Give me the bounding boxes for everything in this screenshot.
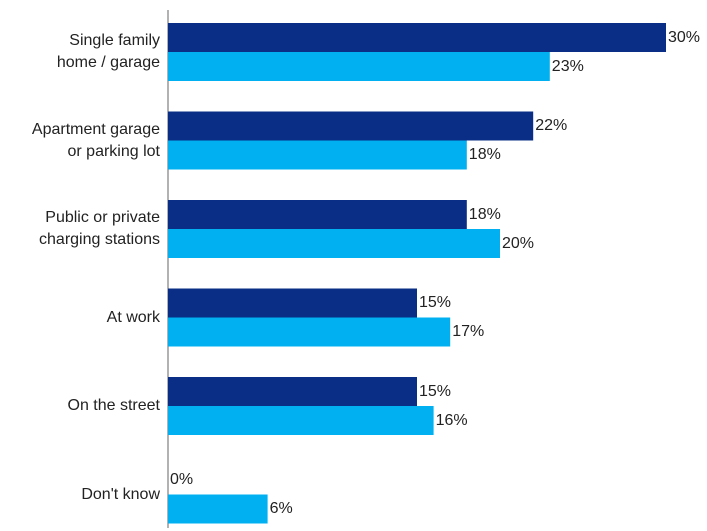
category-label: Apartment garage or parking lot (0, 119, 160, 163)
category-label-line: or parking lot (67, 142, 161, 160)
category-label-line: charging stations (39, 231, 160, 248)
bar-series-2 (168, 406, 434, 435)
category-label-line: On the street (67, 397, 161, 414)
bar-series-2 (168, 52, 550, 81)
value-label: 30% (668, 28, 701, 46)
category-label-line: Public or private (45, 209, 160, 226)
category-label: Single family home / garage (0, 30, 160, 74)
bar-series-2 (168, 140, 467, 170)
value-label: 15% (419, 294, 452, 311)
category-label: At work (0, 307, 160, 329)
bar-series-1 (168, 377, 417, 406)
category-label-line: Single family (69, 32, 160, 49)
bar-series-1 (168, 23, 666, 52)
value-label: 18% (468, 146, 501, 163)
value-label: 6% (269, 500, 293, 517)
value-label: 0% (170, 471, 194, 488)
bar-series-2 (168, 494, 268, 524)
value-label: 23% (551, 57, 584, 75)
category-label: Public or private charging stations (0, 207, 160, 251)
value-label: 15% (419, 382, 452, 400)
value-label: 16% (435, 411, 468, 429)
value-label: 17% (452, 323, 485, 340)
category-label-line: Apartment garage (31, 120, 160, 138)
value-label: 18% (468, 205, 501, 223)
category-label-line: home / garage (56, 54, 160, 71)
category-label-line: Don't know (81, 485, 160, 503)
bar-series-1 (168, 288, 417, 318)
bar-series-2 (168, 229, 500, 258)
bar-series-1 (168, 200, 467, 229)
category-label: Don't know (0, 484, 160, 506)
bar-series-2 (168, 317, 451, 347)
value-label: 22% (535, 117, 568, 134)
bar-series-1 (168, 111, 534, 141)
category-label-line: At work (106, 308, 160, 326)
value-label: 20% (502, 234, 535, 252)
category-label: On the street (0, 395, 161, 417)
